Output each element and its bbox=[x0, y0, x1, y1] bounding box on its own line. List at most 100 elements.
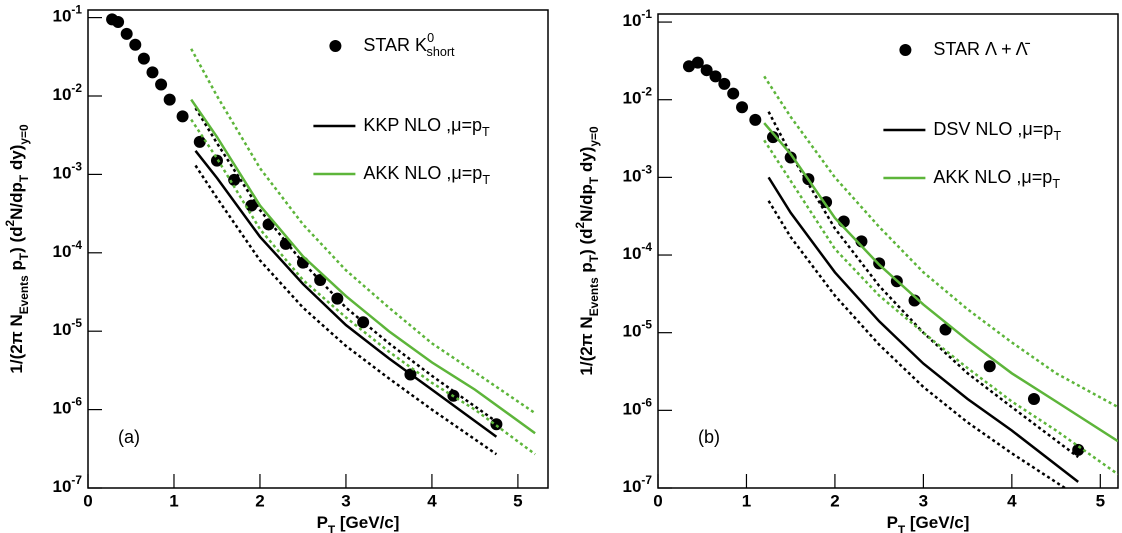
data-point bbox=[718, 77, 731, 90]
data-point bbox=[193, 135, 206, 148]
tick-base: 10 bbox=[623, 322, 642, 341]
tick-exponent: -5 bbox=[641, 318, 652, 332]
data-point bbox=[155, 78, 168, 91]
tick-base: 10 bbox=[623, 245, 642, 264]
dotted-line bbox=[190, 48, 536, 415]
text-part: [GeV/c] bbox=[335, 513, 399, 532]
data-point bbox=[176, 110, 189, 123]
text-part: KKP NLO ,μ=p bbox=[363, 115, 482, 135]
data-point bbox=[245, 199, 258, 212]
text-part: short bbox=[427, 45, 455, 59]
legend-label: DSV NLO ,μ=pT bbox=[933, 119, 1061, 144]
tick-base: 10 bbox=[623, 167, 642, 186]
text-part: DSV NLO ,μ=p bbox=[933, 119, 1053, 139]
tick-base: 10 bbox=[623, 89, 642, 108]
tick-exponent: -3 bbox=[71, 160, 82, 174]
text-part: T bbox=[17, 252, 31, 260]
tick-exponent: -3 bbox=[641, 163, 652, 177]
text-part: ) (d bbox=[577, 228, 596, 254]
text-part: AKK NLO ,μ=p bbox=[933, 167, 1052, 187]
text-part: p bbox=[7, 260, 26, 275]
tick-base: 10 bbox=[53, 7, 72, 26]
data-point bbox=[691, 56, 704, 69]
legend-marker bbox=[899, 44, 912, 56]
text-part: y=0 bbox=[587, 126, 601, 147]
text-part: Events bbox=[587, 277, 601, 316]
legend-label: AKK NLO ,μ=pT bbox=[933, 167, 1060, 192]
x-tick-label: 2 bbox=[830, 491, 839, 510]
plot-area bbox=[682, 56, 1118, 488]
text-part: 2 bbox=[3, 219, 17, 226]
text-part: T bbox=[587, 254, 601, 262]
dotted-line bbox=[767, 111, 1079, 459]
tick-exponent: -1 bbox=[641, 7, 652, 21]
y-tick-label: 10-5 bbox=[623, 318, 653, 341]
y-tick-label: 10-6 bbox=[53, 395, 83, 418]
legend-label: STAR Λ + Λ̄ bbox=[933, 39, 1030, 59]
y-tick-label: 10-2 bbox=[53, 81, 83, 104]
x-tick-label: 1 bbox=[742, 491, 751, 510]
tick-exponent: -4 bbox=[641, 240, 652, 254]
tick-base: 10 bbox=[623, 400, 642, 419]
tick-base: 10 bbox=[53, 164, 72, 183]
legend-marker bbox=[329, 40, 342, 52]
data-point bbox=[727, 87, 740, 100]
y-axis-label: 1/(2π NEvents pT) (d2N/dpT dy)y=0 bbox=[3, 124, 31, 374]
text-part: T bbox=[328, 523, 336, 533]
text-part: 1/(2π N bbox=[577, 316, 596, 375]
tick-exponent: -6 bbox=[641, 395, 652, 409]
x-tick-label: 0 bbox=[83, 491, 92, 510]
y-tick-label: 10-7 bbox=[623, 473, 653, 496]
y-tick-label: 10-3 bbox=[53, 160, 83, 183]
data-point bbox=[736, 101, 749, 114]
data-point bbox=[700, 64, 713, 77]
line bbox=[763, 122, 1118, 443]
text-part: 0 bbox=[427, 31, 434, 45]
y-tick-label: 10-5 bbox=[53, 316, 83, 339]
data-point bbox=[767, 131, 779, 144]
text-part: dy) bbox=[7, 145, 26, 175]
text-part: N/dp bbox=[577, 184, 596, 222]
data-point bbox=[490, 418, 503, 431]
data-point bbox=[357, 316, 370, 329]
dotted-line bbox=[190, 118, 536, 456]
tick-exponent: -4 bbox=[71, 238, 82, 252]
text-part: STAR K bbox=[363, 35, 427, 55]
data-point bbox=[709, 70, 722, 83]
line bbox=[194, 150, 498, 438]
x-tick-label: 2 bbox=[255, 491, 264, 510]
y-tick-label: 10-1 bbox=[623, 7, 653, 30]
dotted-line bbox=[763, 139, 1118, 476]
data-point bbox=[137, 52, 150, 65]
line bbox=[767, 176, 1079, 483]
tick-base: 10 bbox=[623, 477, 642, 496]
plot-area bbox=[106, 13, 536, 456]
plot-frame bbox=[657, 13, 1119, 489]
text-part: 1/(2π N bbox=[7, 314, 26, 373]
data-point bbox=[1027, 392, 1040, 405]
panel-label: (b) bbox=[698, 427, 720, 447]
x-tick-label: 0 bbox=[653, 491, 662, 510]
y-tick-label: 10-4 bbox=[53, 238, 83, 261]
text-part: p bbox=[577, 262, 596, 277]
tick-base: 10 bbox=[53, 242, 72, 261]
x-tick-label: 3 bbox=[919, 491, 928, 510]
data-point bbox=[983, 360, 996, 373]
x-tick-label: 4 bbox=[1007, 491, 1017, 510]
tick-base: 10 bbox=[53, 399, 72, 418]
text-part: T bbox=[17, 174, 31, 182]
dotted-line bbox=[194, 107, 498, 423]
text-part: STAR Λ + Λ̄ bbox=[933, 39, 1030, 59]
text-part: T bbox=[898, 523, 906, 533]
text-part: AKK NLO ,μ=p bbox=[363, 163, 482, 183]
tick-exponent: -7 bbox=[71, 473, 82, 487]
text-part: Events bbox=[17, 275, 31, 314]
text-part: T bbox=[482, 173, 490, 187]
tick-base: 10 bbox=[53, 477, 72, 496]
x-axis-label: PT [GeV/c] bbox=[887, 513, 970, 533]
plot-frame bbox=[87, 9, 549, 489]
legend-label: KKP NLO ,μ=pT bbox=[363, 115, 490, 140]
x-axis-label: PT [GeV/c] bbox=[317, 513, 400, 533]
tick-exponent: -6 bbox=[71, 395, 82, 409]
